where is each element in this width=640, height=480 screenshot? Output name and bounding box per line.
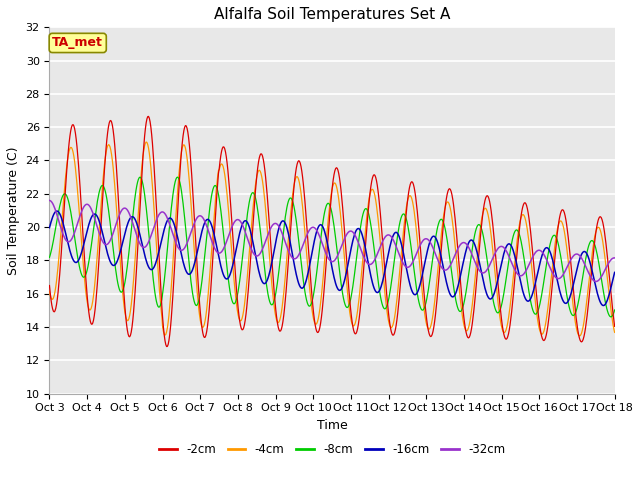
- Legend: -2cm, -4cm, -8cm, -16cm, -32cm: -2cm, -4cm, -8cm, -16cm, -32cm: [154, 439, 510, 461]
- Y-axis label: Soil Temperature (C): Soil Temperature (C): [7, 146, 20, 275]
- Text: TA_met: TA_met: [52, 36, 103, 49]
- X-axis label: Time: Time: [317, 419, 348, 432]
- Title: Alfalfa Soil Temperatures Set A: Alfalfa Soil Temperatures Set A: [214, 7, 450, 22]
